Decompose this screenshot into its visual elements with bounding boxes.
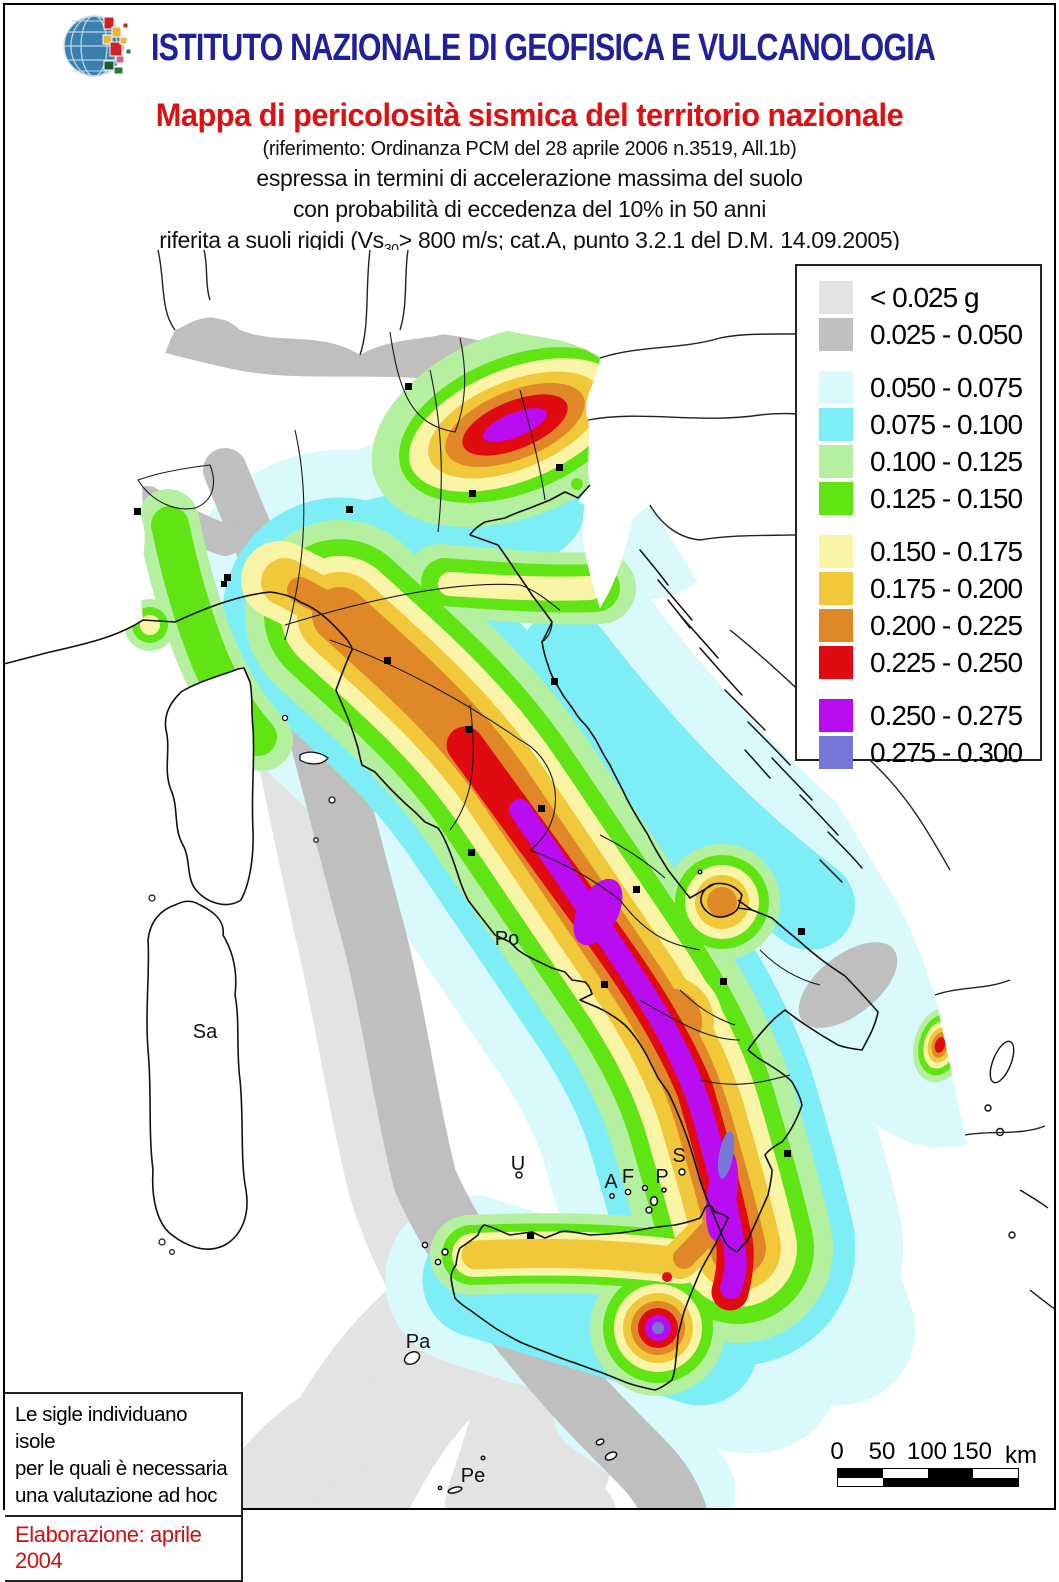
label-pe: Pe <box>461 1465 485 1487</box>
legend-swatch <box>819 371 853 404</box>
label-a: A <box>604 1171 618 1193</box>
subtitle-line-1: espressa in termini di accelerazione mas… <box>256 165 803 191</box>
scale-bar: 0 50 100 150 km <box>820 1438 1050 1493</box>
legend-row: 0.075 - 0.100 <box>797 406 1040 443</box>
islands-note-text: Le sigle individuano isole per le quali … <box>5 1394 241 1517</box>
label-u: U <box>511 1153 525 1175</box>
city-markers <box>134 383 805 1239</box>
legend-row: 0.150 - 0.175 <box>797 533 1040 570</box>
label-po: Po <box>495 928 519 950</box>
legend-swatch <box>819 736 853 769</box>
scale-bar-graphic <box>837 1468 1019 1487</box>
legend-row: 0.175 - 0.200 <box>797 570 1040 607</box>
dalmatian-islands <box>639 549 863 883</box>
region-borders <box>137 331 821 1085</box>
legend-swatch <box>819 572 853 605</box>
legend-swatch <box>819 318 853 351</box>
map-title: Mappa di pericolosità sismica del territ… <box>155 97 904 133</box>
friuli-hotspot <box>371 322 659 528</box>
label-sa: Sa <box>193 1021 218 1043</box>
scale-tick-50: 50 <box>868 1438 896 1465</box>
legend-row: 0.275 - 0.300 <box>797 734 1040 771</box>
legend-row: 0.250 - 0.275 <box>797 697 1040 734</box>
legend-row: 0.050 - 0.075 <box>797 369 1040 406</box>
small-islands <box>403 869 703 1494</box>
reference-line: (riferimento: Ordinanza PCM del 28 april… <box>262 138 797 160</box>
ingv-logo-icon <box>63 15 132 77</box>
legend-swatch <box>819 535 853 568</box>
institute-title: ISTITUTO NAZIONALE DI GEOFISICA E VULCAN… <box>151 27 936 69</box>
zone-0275-0300 <box>652 1131 735 1334</box>
tuscan-islands <box>281 714 336 843</box>
elaboration-date: Elaborazione: aprile 2004 <box>15 1522 202 1573</box>
legend-row: 0.125 - 0.150 <box>797 480 1040 517</box>
island-corsica <box>164 667 255 906</box>
subtitle-line-2: con probabilità di eccedenza del 10% in … <box>292 196 767 222</box>
subtitle-line-3: riferita a suoli rigidi (Vs30> 800 m/s; … <box>159 227 900 257</box>
legend-swatch <box>819 281 853 314</box>
islands-note-box: Le sigle individuano isole per le quali … <box>5 1392 243 1582</box>
label-pa: Pa <box>406 1331 431 1353</box>
hazard-map-svg: Po Sa U A F P S Pa Pe <box>5 250 1054 1508</box>
legend-row: 0.025 - 0.050 <box>797 316 1040 353</box>
coastlines <box>5 484 879 1391</box>
hazard-map: Po Sa U A F P S Pa Pe <box>5 250 1054 1508</box>
legend-row: 0.200 - 0.225 <box>797 607 1040 644</box>
legend-swatch <box>819 609 853 642</box>
legend-swatch <box>819 646 853 679</box>
label-s: S <box>672 1145 685 1167</box>
scale-tick-100: 100 <box>906 1438 948 1465</box>
scale-unit: km <box>1005 1442 1037 1469</box>
legend-row: < 0.025 g <box>797 279 1040 316</box>
map-labels: Po Sa U A F P S Pa Pe <box>193 928 686 1487</box>
legend-swatch <box>819 408 853 441</box>
legend-swatch <box>819 482 853 515</box>
title-block: Mappa di pericolosità sismica del territ… <box>5 85 1054 257</box>
header-bar: ISTITUTO NAZIONALE DI GEOFISICA E VULCAN… <box>5 5 1054 87</box>
foreign-north <box>5 250 1054 664</box>
legend-swatch <box>819 445 853 478</box>
legend-row: 0.225 - 0.250 <box>797 644 1040 681</box>
scale-tick-0: 0 <box>830 1438 844 1465</box>
label-f: F <box>622 1166 634 1188</box>
scale-tick-150: 150 <box>951 1438 993 1465</box>
legend-row: 0.100 - 0.125 <box>797 443 1040 480</box>
label-p: P <box>655 1166 668 1188</box>
hazard-legend: < 0.025 g 0.025 - 0.050 0.050 - 0.075 0.… <box>795 264 1042 769</box>
legend-swatch <box>819 699 853 732</box>
